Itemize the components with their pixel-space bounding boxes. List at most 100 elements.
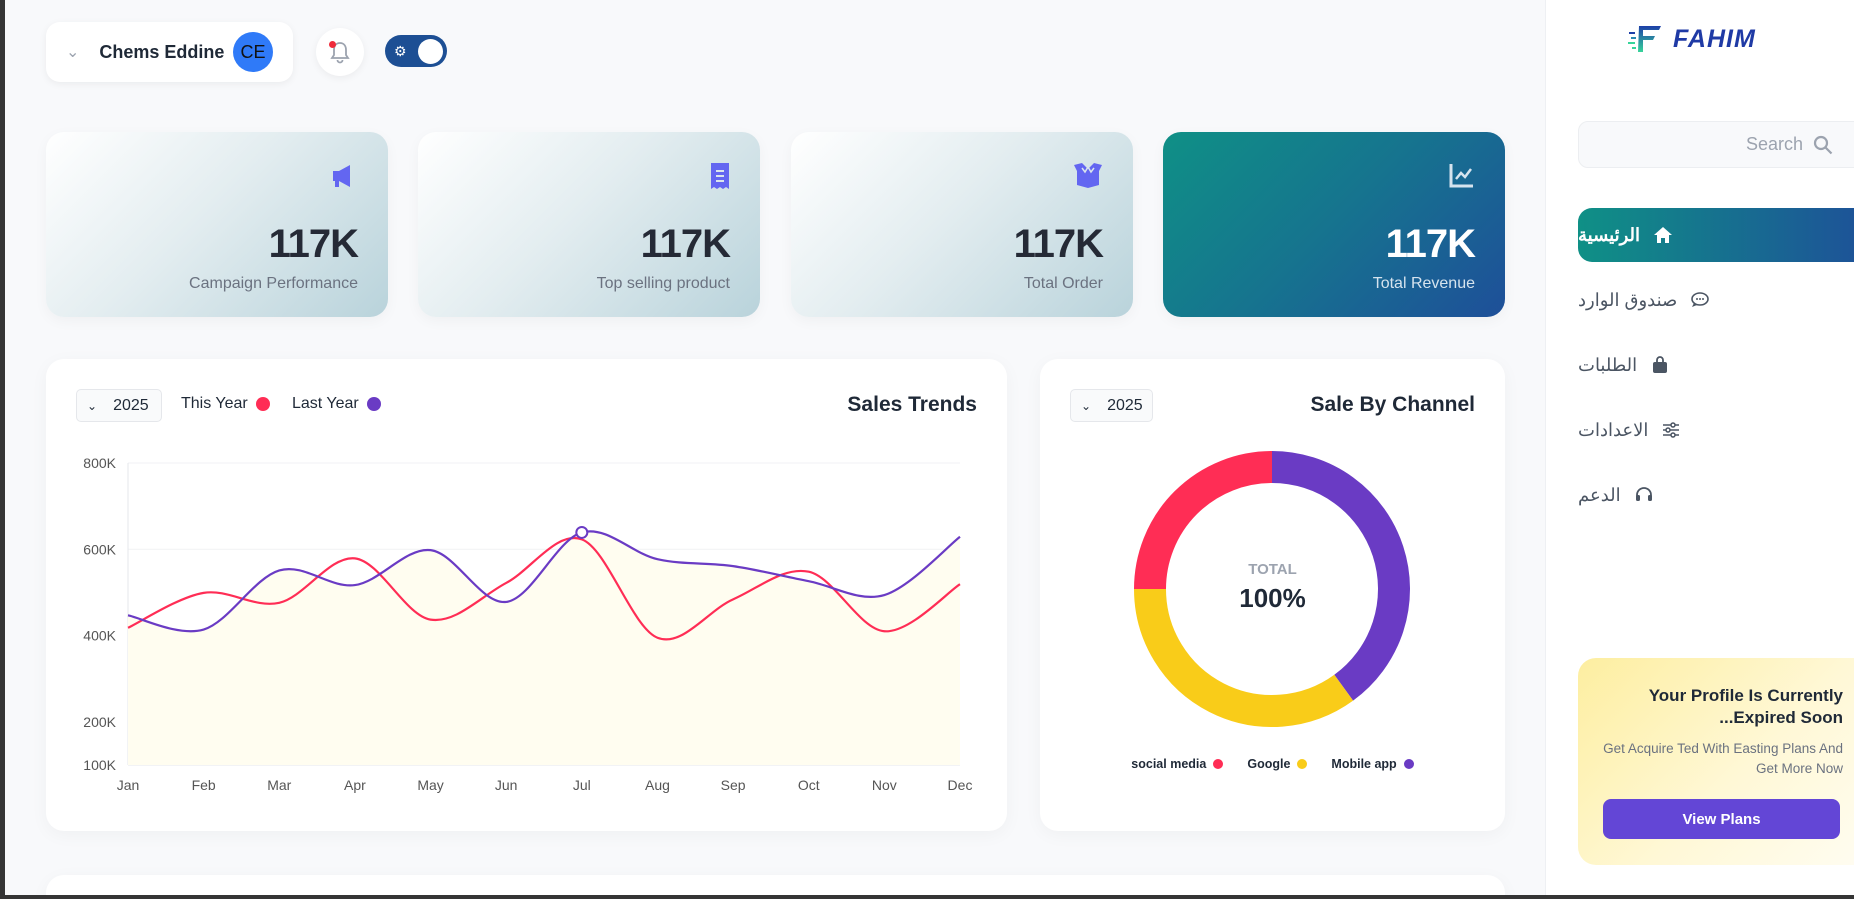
y-tick-label: 800K [83, 455, 116, 471]
y-tick-label: 100K [83, 757, 116, 773]
x-tick-label: Feb [192, 777, 216, 793]
sidebar-item-support[interactable]: الدعم [1578, 468, 1854, 522]
sidebar-item-label: الرئيسية [1578, 224, 1640, 245]
sidebar-item-label: الاعدادات [1578, 419, 1649, 440]
x-tick-label: Sep [721, 777, 746, 793]
sales-trends-card: ⌄ 2025 This Year Last Year Sales Trends … [46, 359, 1007, 831]
view-plans-button[interactable]: View Plans [1603, 799, 1840, 839]
x-tick-label: Jul [573, 777, 591, 793]
year-value: 2025 [113, 396, 149, 414]
stat-value: 117K [1385, 222, 1476, 266]
sidebar: FAHIM Search الرئيسية صندوق الوارد الطلب… [1545, 0, 1854, 899]
x-tick-label: Dec [948, 777, 973, 793]
legend-item: Mobile app [1331, 757, 1414, 771]
donut-center-value: 100% [1239, 583, 1306, 613]
year-select[interactable]: ⌄ 2025 [76, 389, 162, 422]
donut-slice-google[interactable] [1134, 588, 1354, 727]
y-tick-label: 200K [83, 714, 116, 730]
sliders-icon [1660, 422, 1682, 438]
legend-item: social media [1131, 757, 1224, 771]
user-menu[interactable]: ⌄ Chems Eddine CE [46, 22, 293, 82]
promo-title: Your Profile Is Currently Expired Soon..… [1648, 686, 1843, 727]
megaphone-icon [333, 165, 350, 187]
donut-center-label: TOTAL [1248, 561, 1297, 578]
legend-this-year: This Year [181, 395, 270, 413]
stat-value: 117K [268, 222, 359, 266]
sun-icon: ⚙ [394, 42, 407, 59]
legend-dot [366, 397, 381, 411]
logo-mark-icon [1628, 26, 1661, 52]
stat-card-total-revenue: 117K Total Revenue [1163, 132, 1505, 317]
stat-value: 117K [1013, 222, 1104, 266]
legend-dot [1403, 759, 1414, 769]
chevron-down-icon: ⌄ [66, 44, 80, 61]
legend-dot [255, 397, 270, 411]
headset-icon [1633, 486, 1655, 504]
stat-value: 117K [640, 222, 731, 266]
window-frame [0, 0, 5, 899]
bag-icon [1649, 356, 1671, 374]
home-icon [1652, 227, 1674, 243]
legend-label: Mobile app [1331, 757, 1397, 771]
moon-icon [426, 45, 433, 57]
legend-label: social media [1131, 757, 1207, 771]
x-tick-label: Apr [344, 777, 366, 793]
legend-dot [1297, 759, 1308, 769]
sidebar-item-orders[interactable]: الطلبات [1578, 338, 1854, 392]
logo-text: FAHIM [1673, 24, 1756, 53]
stat-card-campaign: 117K Campaign Performance [46, 132, 388, 317]
year-select[interactable]: ⌄ 2025 [1070, 389, 1153, 422]
series-line-this-year [127, 536, 961, 641]
sale-by-channel-card: ⌄ 2025 Sale By Channel TOTAL 100% social… [1040, 359, 1505, 831]
sidebar-item-label: الطلبات [1578, 354, 1638, 375]
x-tick-label: Nov [872, 777, 897, 793]
toggle-knob [418, 38, 443, 64]
sidebar-item-home[interactable]: الرئيسية [1578, 208, 1854, 262]
legend-label: Last Year [292, 395, 359, 412]
highlight-point[interactable] [575, 525, 589, 539]
donut-slice-social-media[interactable] [1134, 451, 1273, 590]
promo-text: Get Acquire Ted With Easting Plans And G… [1603, 741, 1843, 776]
legend-item: Google [1247, 757, 1308, 771]
sidebar-item-label: صندوق الوارد [1578, 289, 1678, 310]
donut-slice-mobile-app[interactable] [1271, 451, 1410, 701]
donut-legend: social media Google Mobile app [1040, 757, 1505, 771]
theme-toggle[interactable]: ⚙ [385, 35, 447, 67]
series-line-last-year [127, 530, 961, 633]
sales-trends-chart: 100K 200K 400K 600K 800K Jan Feb Mar Apr May Jun Ju… [83, 455, 973, 793]
chart-line-icon [1449, 164, 1473, 188]
x-tick-label: Jan [117, 777, 140, 793]
legend-last-year: Last Year [292, 395, 381, 413]
box-icon [1074, 163, 1102, 188]
legend-label: This Year [181, 395, 248, 412]
search-input[interactable]: Search [1578, 121, 1854, 168]
legend-dot [1213, 759, 1224, 769]
y-tick-label: 600K [83, 541, 116, 557]
x-tick-label: Mar [267, 777, 291, 793]
stat-label: Total Revenue [1372, 275, 1475, 292]
x-tick-label: May [417, 777, 443, 793]
receipt-icon [711, 163, 729, 189]
avatar[interactable]: CE [233, 32, 273, 72]
x-tick-label: Jun [495, 777, 518, 793]
year-value: 2025 [1107, 396, 1143, 414]
stat-label: Total Order [1023, 275, 1103, 292]
bell-icon [330, 42, 350, 64]
sidebar-item-label: الدعم [1578, 484, 1621, 505]
card-title: Sales Trends [847, 393, 977, 416]
area-fill [128, 531, 960, 765]
stat-card-total-order: 117K Total Order [791, 132, 1133, 317]
x-tick-label: Oct [798, 777, 820, 793]
x-tick-label: Aug [645, 777, 670, 793]
legend-label: Google [1247, 757, 1291, 771]
sidebar-item-inbox[interactable]: صندوق الوارد [1578, 273, 1854, 327]
stat-card-top-product: 117K Top selling product [418, 132, 760, 317]
notifications-button[interactable] [316, 28, 364, 76]
search-icon [1813, 135, 1833, 154]
channel-donut-chart [1134, 451, 1410, 727]
chevron-down-icon: ⌄ [87, 398, 98, 413]
sidebar-item-settings[interactable]: الاعدادات [1578, 403, 1854, 457]
stat-label: Top selling product [596, 275, 730, 292]
search-placeholder: Search [1745, 134, 1803, 154]
y-tick-label: 400K [83, 628, 116, 644]
